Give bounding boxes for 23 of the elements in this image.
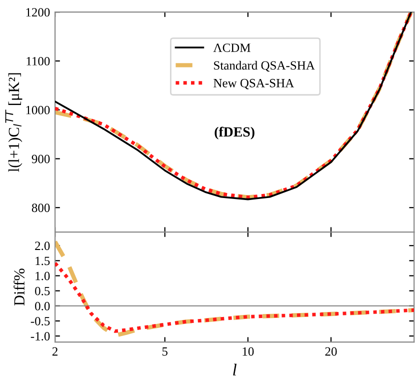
- annotation: (fDES): [214, 126, 254, 140]
- y-tick-label: -0.5: [30, 316, 50, 326]
- y-tick-label: 900: [32, 154, 50, 164]
- y-tick-label: 1200: [26, 8, 50, 17]
- y-tick-label: 1.0: [36, 272, 50, 280]
- x-tick-label: 2: [52, 347, 58, 356]
- legend-label: New QSA-SHA: [214, 78, 294, 90]
- x-tick-label: 20: [325, 347, 337, 356]
- y-tick-label: 1000: [26, 106, 50, 114]
- y-tick-label: 0.0: [35, 302, 50, 310]
- y-tick-label: 800: [32, 204, 50, 212]
- y-axis-title: Diff%: [14, 268, 25, 306]
- legend-label: Standard QSA-SHA: [214, 60, 315, 72]
- y-tick-label: 2.0: [35, 242, 50, 250]
- x-axis-title: l: [233, 364, 237, 376]
- y-axis-title: l(l+1)C$_{l}$$^{TT}$ [μK²]: [5, 73, 22, 172]
- y-tick-label: 0.5: [35, 286, 50, 296]
- y-tick-label: -1.0: [30, 332, 50, 341]
- y-tick-label: 1100: [26, 56, 50, 66]
- x-tick-label: 5: [162, 347, 168, 356]
- legend-label: ΛCDM: [213, 44, 250, 52]
- x-tick-label: 10: [242, 347, 254, 356]
- y-tick-label: 1.5: [36, 256, 50, 266]
